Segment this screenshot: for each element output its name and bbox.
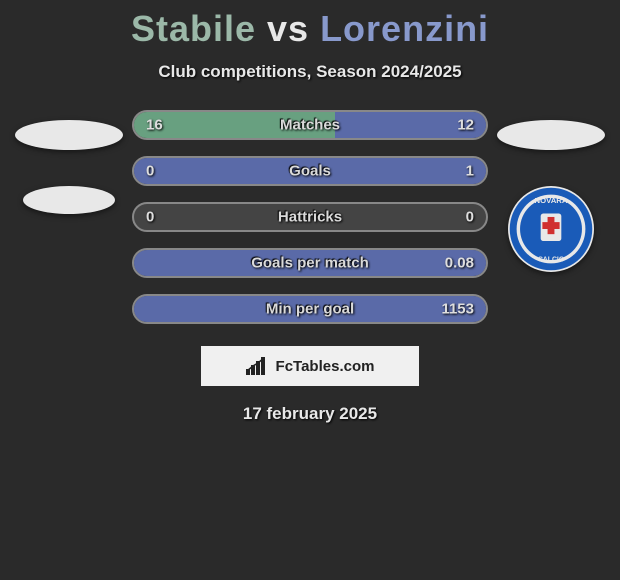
player1-club-placeholder <box>23 186 115 214</box>
page-title: Stabile vs Lorenzini <box>0 8 620 50</box>
stat-value-left: 0 <box>146 163 154 180</box>
stat-bar-goals-per-match: Goals per match 0.08 <box>132 248 488 278</box>
player1-photo-placeholder <box>15 120 123 150</box>
stat-value-right: 1 <box>466 163 474 180</box>
stat-bar-goals: 0 Goals 1 <box>132 156 488 186</box>
stat-value-right: 0 <box>466 209 474 226</box>
stat-label: Matches <box>280 117 340 134</box>
stat-value-left: 16 <box>146 117 163 134</box>
stat-label: Hattricks <box>278 209 342 226</box>
brand-logo[interactable]: FcTables.com <box>201 346 419 386</box>
brand-text: FcTables.com <box>276 358 375 375</box>
stat-bar-min-per-goal: Min per goal 1153 <box>132 294 488 324</box>
main-row: 16 Matches 12 0 Goals 1 0 Hattricks 0 Goals per m… <box>0 110 620 324</box>
stat-value-right: 12 <box>457 117 474 134</box>
chart-icon <box>246 357 270 375</box>
stat-bar-hattricks: 0 Hattricks 0 <box>132 202 488 232</box>
stat-value-right: 1153 <box>441 301 474 318</box>
subtitle: Club competitions, Season 2024/2025 <box>0 62 620 82</box>
badge-text: NOVARA <box>535 196 568 205</box>
player2-photo-placeholder <box>497 120 605 150</box>
stat-value-left: 0 <box>146 209 154 226</box>
stat-bar-matches: 16 Matches 12 <box>132 110 488 140</box>
comparison-widget: Stabile vs Lorenzini Club competitions, … <box>0 0 620 424</box>
stat-value-right: 0.08 <box>445 255 474 272</box>
title-vs: vs <box>267 8 309 49</box>
title-player2: Lorenzini <box>320 8 489 49</box>
stats-column: 16 Matches 12 0 Goals 1 0 Hattricks 0 Goals per m… <box>132 110 488 324</box>
date-label: 17 february 2025 <box>0 404 620 424</box>
title-player1: Stabile <box>131 8 256 49</box>
left-column <box>6 110 132 214</box>
right-column: NOVARA CALCIO <box>488 110 614 272</box>
stat-label: Goals per match <box>251 255 369 272</box>
stat-label: Goals <box>289 163 331 180</box>
player2-club-badge: NOVARA CALCIO <box>508 186 594 272</box>
svg-text:CALCIO: CALCIO <box>538 257 565 264</box>
stat-label: Min per goal <box>266 301 354 318</box>
